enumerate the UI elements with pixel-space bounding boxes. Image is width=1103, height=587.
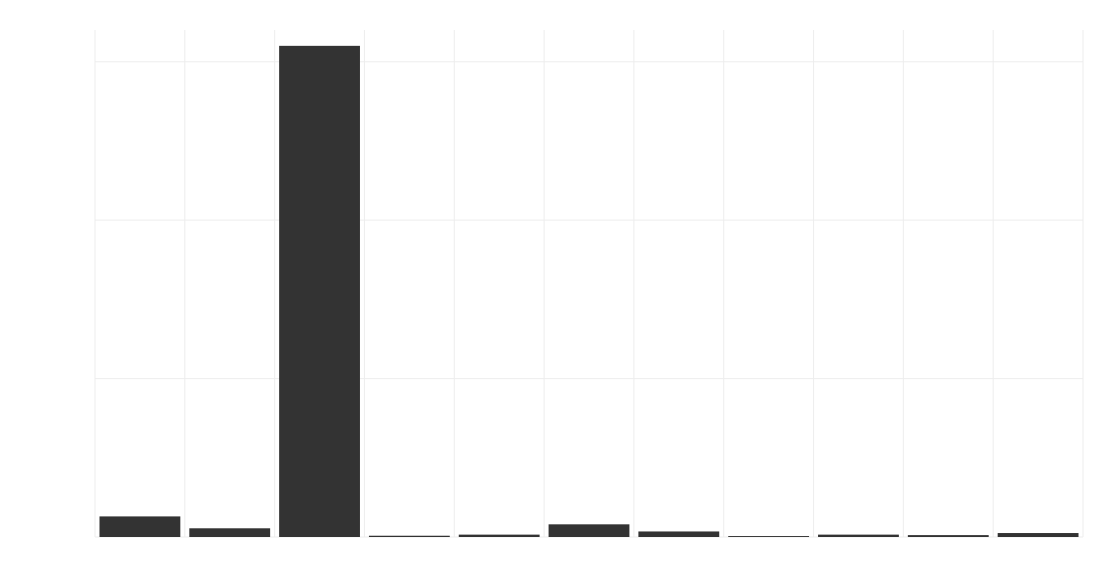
bar	[99, 516, 180, 537]
bar	[908, 535, 989, 537]
bar	[189, 528, 270, 537]
bar	[549, 524, 630, 537]
bar	[638, 531, 719, 537]
bar	[459, 535, 540, 537]
bar	[998, 533, 1079, 537]
bar	[279, 46, 360, 537]
plot-panel	[95, 30, 1083, 537]
bar-chart-svg	[0, 0, 1103, 587]
chart-container	[0, 0, 1103, 587]
bar	[728, 536, 809, 537]
bar	[369, 536, 450, 537]
bar	[818, 535, 899, 537]
